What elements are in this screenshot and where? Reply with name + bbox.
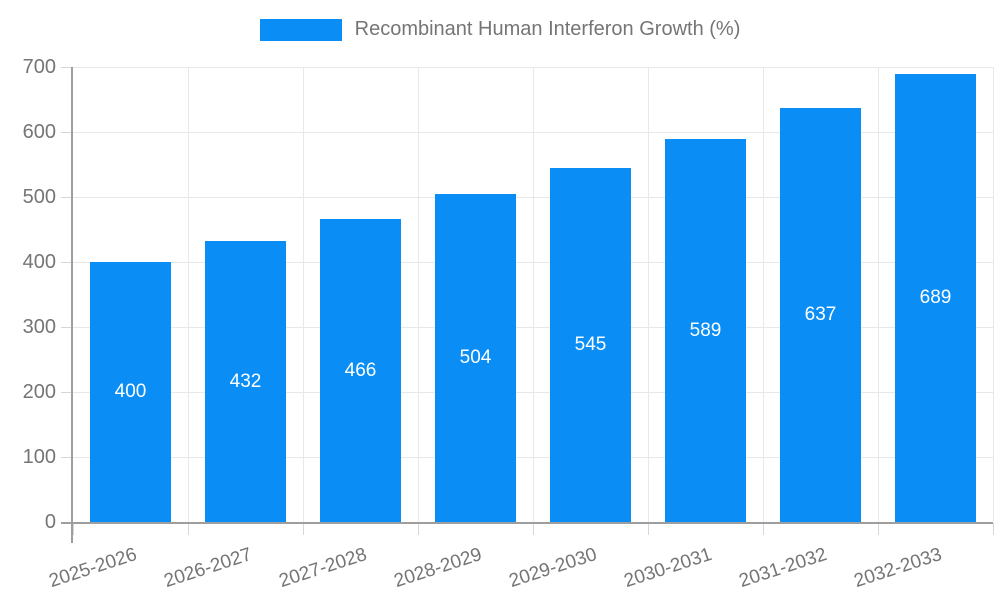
legend: Recombinant Human Interferon Growth (%) <box>0 18 1000 41</box>
x-axis-tick <box>188 523 189 535</box>
legend-swatch <box>259 18 342 41</box>
x-axis-tick <box>303 523 304 535</box>
y-tick-label: 500 <box>22 186 56 208</box>
y-axis-tick <box>61 327 73 328</box>
x-gridline <box>303 67 304 522</box>
bar: 589 <box>665 139 746 522</box>
y-axis-tick <box>61 67 73 68</box>
x-axis-tick <box>648 523 649 535</box>
x-gridline <box>763 67 764 522</box>
plot-area: 0 100 200 300 400 500 600 700 400 432 466 504 545 589… <box>23 57 994 592</box>
bar: 545 <box>550 167 631 522</box>
bar-value-label: 637 <box>804 303 837 325</box>
bar-value-label: 504 <box>459 347 492 369</box>
x-axis-line <box>61 522 993 524</box>
x-axis-tick <box>418 523 419 535</box>
bar: 400 <box>90 262 171 522</box>
y-tick-label: 700 <box>22 56 56 78</box>
y-tick-label: 600 <box>22 121 56 143</box>
y-axis-tick <box>61 132 73 133</box>
bar: 466 <box>320 219 401 522</box>
bar: 689 <box>895 74 976 522</box>
y-tick-label: 400 <box>22 251 56 273</box>
bar: 637 <box>780 107 861 522</box>
y-axis-line <box>71 67 73 543</box>
bar-value-label: 400 <box>114 381 147 402</box>
bar: 432 <box>205 241 286 522</box>
y-axis-tick <box>61 197 73 198</box>
x-gridline <box>648 67 649 522</box>
x-gridline <box>418 67 419 522</box>
bar-value-label: 545 <box>574 333 607 355</box>
y-tick-label: 0 <box>44 511 56 533</box>
x-gridline <box>533 67 534 522</box>
x-axis-tick <box>993 523 994 535</box>
bar-value-label: 589 <box>689 319 722 341</box>
y-tick-label: 300 <box>22 316 56 338</box>
bar: 504 <box>435 194 516 522</box>
x-axis-tick <box>73 523 74 535</box>
y-axis-tick <box>61 457 73 458</box>
x-gridline <box>188 67 189 522</box>
bar-value-label: 466 <box>344 359 377 381</box>
bar-value-label: 432 <box>229 370 262 392</box>
bar-value-label: 689 <box>919 287 952 309</box>
y-axis-tick <box>61 392 73 393</box>
x-gridline <box>993 67 994 522</box>
y-axis-tick <box>61 262 73 263</box>
x-gridline <box>878 67 879 522</box>
x-axis-tick <box>763 523 764 535</box>
legend-label: Recombinant Human Interferon Growth (%) <box>354 18 741 40</box>
y-tick-label: 100 <box>22 446 56 468</box>
x-axis-tick <box>533 523 534 535</box>
y-tick-label: 200 <box>22 381 56 403</box>
x-axis-tick <box>878 523 879 535</box>
